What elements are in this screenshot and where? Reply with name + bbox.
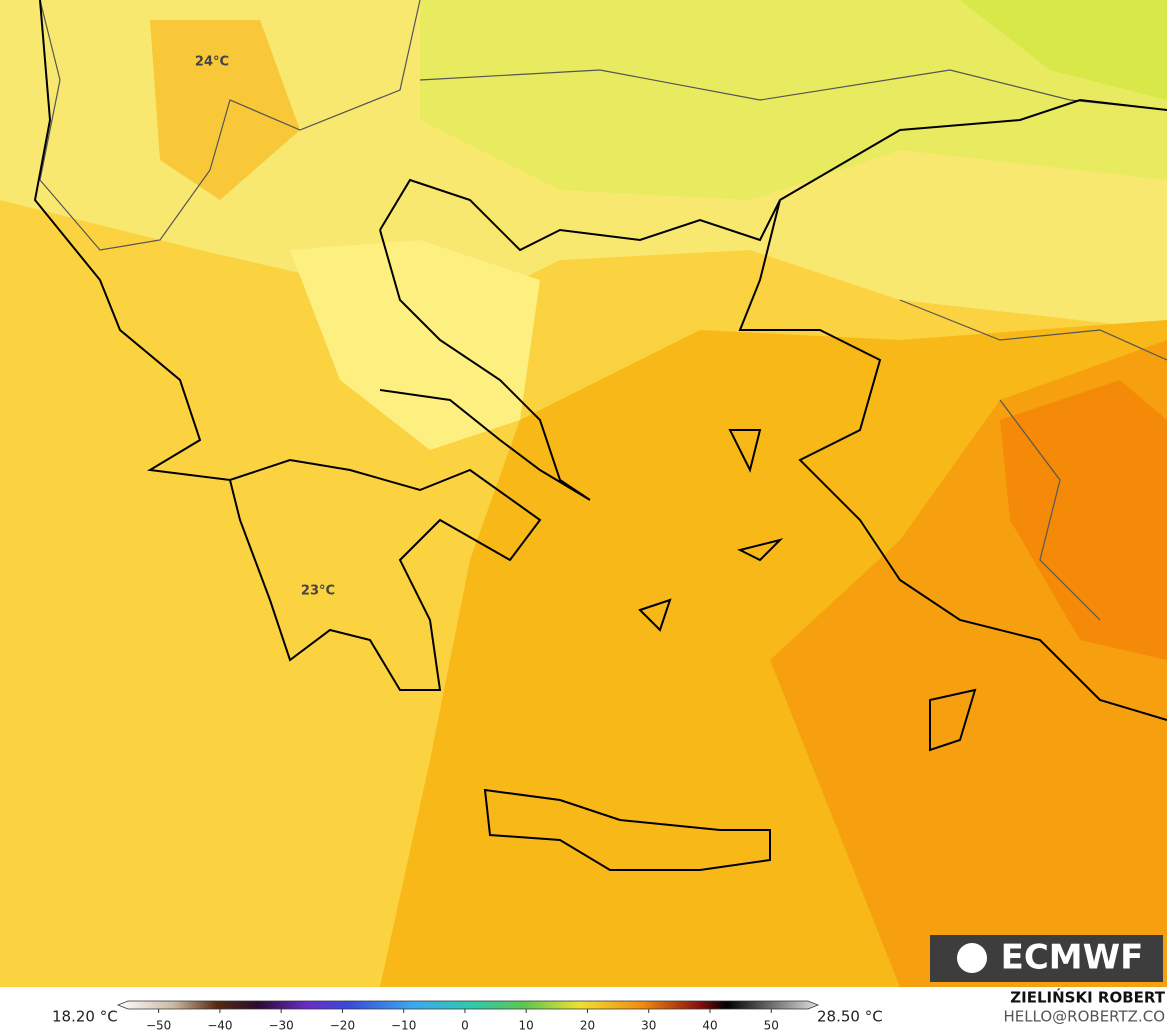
map-label: 24°C [195,55,229,70]
colorbar-tick-label: −40 [207,1019,232,1033]
credit-name: ZIELIŃSKI ROBERT [1010,988,1165,1007]
logo: ECMWF [930,935,1163,982]
border [899,299,1167,621]
warm-zone [150,20,300,200]
map-label: 23°C [301,584,335,599]
cool-zone [420,0,1167,200]
colorbar-tick-label: −10 [391,1019,416,1033]
colorbar-bar [116,1000,820,1010]
colorbar-tick-label: 30 [641,1019,656,1033]
cool-zone [290,240,540,450]
map: 24°C 23°C [0,0,1167,987]
credit-contact: HELLO@ROBERTZ.CO [1003,1008,1165,1026]
island [638,429,977,752]
colorbar-tick-label: −20 [330,1019,355,1033]
colorbar-tick-label: −50 [146,1019,171,1033]
colorbar: −50 −40 −30 −20 −10 0 10 20 30 40 50 [116,1000,820,1033]
coastline [33,0,1167,721]
legend-strip [0,987,1167,1035]
logo-text: ECMWF [1001,938,1144,978]
hot-zone [1000,380,1167,660]
colorbar-tick-label: 40 [702,1019,717,1033]
colorbar-tick-label: 0 [461,1019,469,1033]
cool-zone [960,0,1167,100]
colorbar-tick-label: 50 [764,1019,779,1033]
colorbar-tick-label: −30 [268,1019,293,1033]
max-label: 28.50 °C [817,1008,883,1026]
colorbar-tick-label: 20 [580,1019,595,1033]
logo-icon [957,943,987,973]
border [39,0,421,251]
island [483,788,771,871]
min-label: 18.20 °C [52,1008,118,1026]
colorbar-tick-label: 10 [519,1019,534,1033]
